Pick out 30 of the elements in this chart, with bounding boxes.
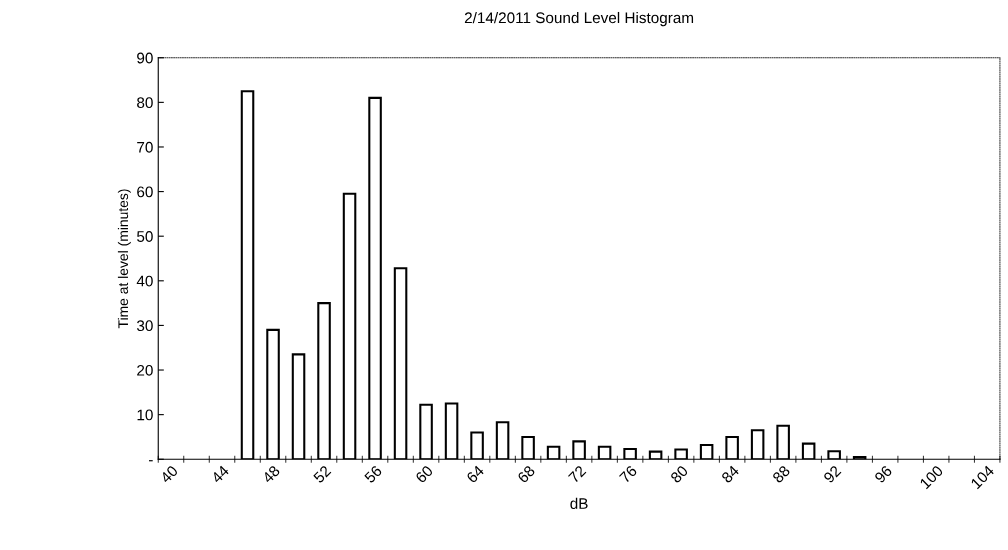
x-tick-label: 52: [312, 464, 332, 484]
x-tick-label: 84: [720, 464, 740, 484]
x-tick-label: 96: [873, 464, 893, 484]
x-tick-label: 72: [567, 464, 587, 484]
y-tick-label: -: [148, 460, 153, 462]
x-tick-label: 80: [669, 464, 689, 484]
x-tick-label: 76: [618, 464, 638, 484]
y-tick-label: 10: [137, 409, 153, 421]
y-axis-title: Time at level (minutes): [117, 189, 131, 329]
y-tick-label: 30: [136, 320, 153, 332]
y-tick-label: 20: [137, 364, 153, 376]
chart-title: 2/14/2011 Sound Level Histogram: [464, 11, 694, 27]
y-tick-label: 90: [137, 52, 153, 64]
x-tick-label: 104: [970, 464, 995, 490]
y-tick-label: 80: [137, 97, 153, 109]
x-tick-label: 48: [261, 464, 281, 484]
x-tick-label: 56: [363, 464, 383, 484]
y-tick-label: 40: [136, 275, 153, 287]
y-tick-label: 70: [137, 141, 153, 153]
x-axis-title: dB: [570, 497, 588, 509]
x-tick-label: 88: [771, 464, 791, 484]
y-tick-label: 50: [137, 231, 153, 242]
x-tick-label: 60: [414, 464, 434, 484]
x-tick-label: 40: [159, 464, 179, 484]
x-tick-label: 100: [919, 464, 944, 490]
x-tick-label: 92: [822, 464, 842, 484]
x-tick-label: 68: [516, 464, 536, 484]
x-tick-label: 44: [210, 464, 230, 484]
y-tick-label: 60: [137, 186, 153, 198]
x-tick-label: 64: [465, 464, 485, 484]
